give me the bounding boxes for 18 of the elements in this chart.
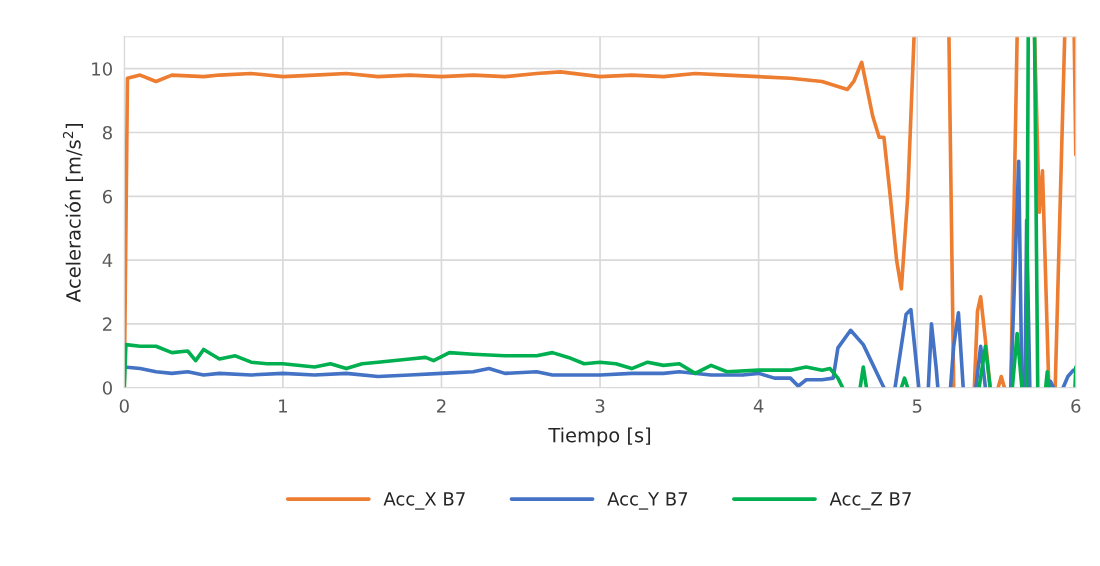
legend-label: Acc_X B7 (383, 492, 465, 510)
x-tick-label: 0 (119, 399, 129, 413)
x-tick-label: 5 (912, 399, 922, 413)
x-tick-label: 6 (1071, 399, 1081, 413)
y-tick-label: 6 (102, 189, 113, 204)
y-tick-label: 8 (102, 125, 112, 140)
y-axis-title: Aceleración [m/s$^{2}$] (62, 124, 84, 303)
y-tick-label: 0 (102, 381, 112, 395)
x-tick-label: 3 (595, 399, 605, 413)
x-axis-title: Tiempo [s] (548, 427, 651, 447)
y-tick-label: 2 (103, 317, 112, 331)
x-tick-label: 4 (753, 399, 764, 413)
x-tick-label: 2 (437, 399, 446, 413)
y-tick-label: 10 (92, 62, 112, 76)
legend-label: Acc_Z B7 (829, 492, 911, 510)
legend-label: Acc_Y B7 (607, 492, 688, 510)
y-tick-label: 4 (102, 253, 113, 267)
x-tick-label: 1 (279, 399, 287, 413)
